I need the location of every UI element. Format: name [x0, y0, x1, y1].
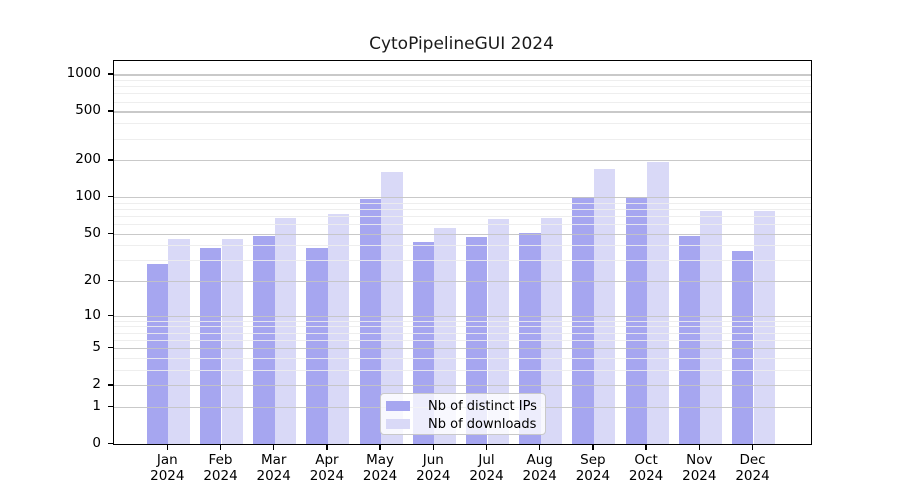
bar-downloads-aug [540, 217, 563, 444]
gridline-minor-3 [114, 369, 811, 371]
gridline-minor-7 [114, 332, 811, 334]
gridline-major-1000 [114, 74, 811, 76]
gridline-minor-8 [114, 326, 811, 328]
y-tick-label-5: 5 [92, 339, 101, 356]
x-tick-label-aug: Aug 2024 [522, 452, 557, 484]
x-tick-label-jan: Jan 2024 [150, 452, 185, 484]
gridline-major-200 [114, 160, 811, 162]
x-tick-label-jul: Jul 2024 [469, 452, 504, 484]
bar-distinct-ips-feb [199, 248, 222, 444]
y-tick-50 [108, 232, 113, 234]
y-tick-label-50: 50 [83, 224, 101, 241]
gridline-minor-60 [114, 224, 811, 225]
x-tick-label-jun: Jun 2024 [416, 452, 451, 484]
legend: Nb of distinct IPs Nb of downloads [380, 393, 546, 435]
y-tick-100 [108, 196, 113, 198]
x-tick-jan [166, 445, 168, 450]
y-tick-1 [108, 405, 113, 408]
legend-label-downloads: Nb of downloads [428, 416, 537, 432]
x-tick-oct [645, 445, 647, 450]
x-tick-label-apr: Apr 2024 [309, 452, 345, 484]
y-tick-label-200: 200 [75, 151, 101, 168]
x-tick-label-oct: Oct 2024 [628, 452, 664, 484]
y-tick-10 [108, 314, 113, 317]
gridline-minor-6 [114, 339, 811, 341]
x-tick-jul [485, 445, 488, 450]
bar-downloads-feb [221, 239, 244, 444]
x-tick-label-sep: Sep 2024 [575, 452, 611, 484]
chart-title: CytoPipelineGUI 2024 [369, 34, 554, 54]
gridline-major-10 [114, 315, 811, 317]
gridline-major-500 [114, 111, 811, 113]
y-tick-20 [108, 280, 113, 282]
x-tick-label-mar: Mar 2024 [256, 452, 291, 484]
gridline-minor-4 [114, 357, 811, 359]
y-tick-1000 [108, 73, 113, 75]
gridline-minor-30 [114, 260, 811, 262]
x-tick-mar [273, 445, 275, 450]
x-tick-dec [751, 445, 754, 450]
y-tick-2 [108, 384, 113, 386]
gridline-minor-900 [114, 80, 811, 81]
bar-downloads-jan [168, 239, 190, 444]
bar-downloads-sep [593, 168, 616, 444]
gridline-minor-40 [114, 245, 811, 247]
bar-downloads-apr [327, 214, 350, 444]
x-tick-label-feb: Feb 2024 [203, 452, 238, 484]
y-tick-label-0: 0 [92, 435, 101, 451]
y-tick-label-500: 500 [75, 102, 101, 119]
bar-distinct-ips-apr [306, 248, 328, 444]
gridline-minor-90 [114, 202, 811, 204]
legend-label-distinct-ips: Nb of distinct IPs [428, 398, 537, 414]
gridline-major-20 [114, 281, 811, 283]
y-tick-label-1: 1 [92, 397, 101, 414]
y-tick-label-20: 20 [83, 272, 101, 289]
x-tick-apr [326, 445, 328, 450]
bar-distinct-ips-sep [572, 197, 594, 444]
bar-downloads-may [381, 172, 403, 444]
x-tick-label-may: May 2024 [362, 452, 398, 484]
legend-swatch-downloads [386, 419, 410, 429]
gridline-major-5 [114, 348, 811, 350]
gridline-minor-9 [114, 320, 811, 322]
legend-swatch-distinct-ips [386, 401, 410, 411]
bar-downloads-oct [647, 161, 669, 444]
gridline-minor-80 [114, 208, 811, 210]
x-tick-aug [539, 445, 541, 450]
x-tick-label-nov: Nov 2024 [682, 452, 717, 484]
y-tick-label-1000: 1000 [66, 65, 101, 82]
gridline-major-2 [114, 385, 811, 387]
gridline-minor-70 [114, 215, 811, 217]
plot-area: Nb of distinct IPs Nb of downloads [113, 60, 812, 445]
bar-downloads-jul [487, 219, 510, 444]
x-tick-feb [219, 445, 222, 450]
bar-distinct-ips-oct [625, 197, 648, 444]
x-tick-nov [698, 445, 700, 450]
legend-item-downloads: Nb of downloads [386, 415, 545, 433]
y-tick-200 [108, 159, 113, 161]
x-tick-may [379, 445, 381, 450]
gridline-minor-700 [114, 93, 811, 95]
y-tick-label-100: 100 [75, 188, 101, 205]
y-tick-500 [108, 110, 113, 112]
x-tick-jun [432, 445, 434, 450]
gridline-minor-300 [114, 138, 811, 140]
y-tick-label-2: 2 [92, 376, 101, 393]
y-tick-label-10: 10 [83, 306, 101, 323]
y-tick-0 [108, 443, 113, 445]
gridline-minor-600 [114, 101, 811, 103]
y-tick-5 [108, 347, 113, 349]
bar-distinct-ips-jan [146, 263, 169, 444]
x-tick-sep [592, 445, 594, 450]
gridline-minor-800 [114, 86, 811, 88]
bar-distinct-ips-aug [519, 232, 541, 444]
gridline-major-50 [114, 233, 811, 235]
legend-item-distinct-ips: Nb of distinct IPs [386, 397, 545, 415]
bar-downloads-mar [274, 218, 297, 444]
gridline-major-100 [114, 197, 811, 199]
gridline-minor-400 [114, 123, 811, 125]
x-tick-label-dec: Dec 2024 [735, 452, 770, 484]
bar-distinct-ips-dec [731, 250, 754, 444]
